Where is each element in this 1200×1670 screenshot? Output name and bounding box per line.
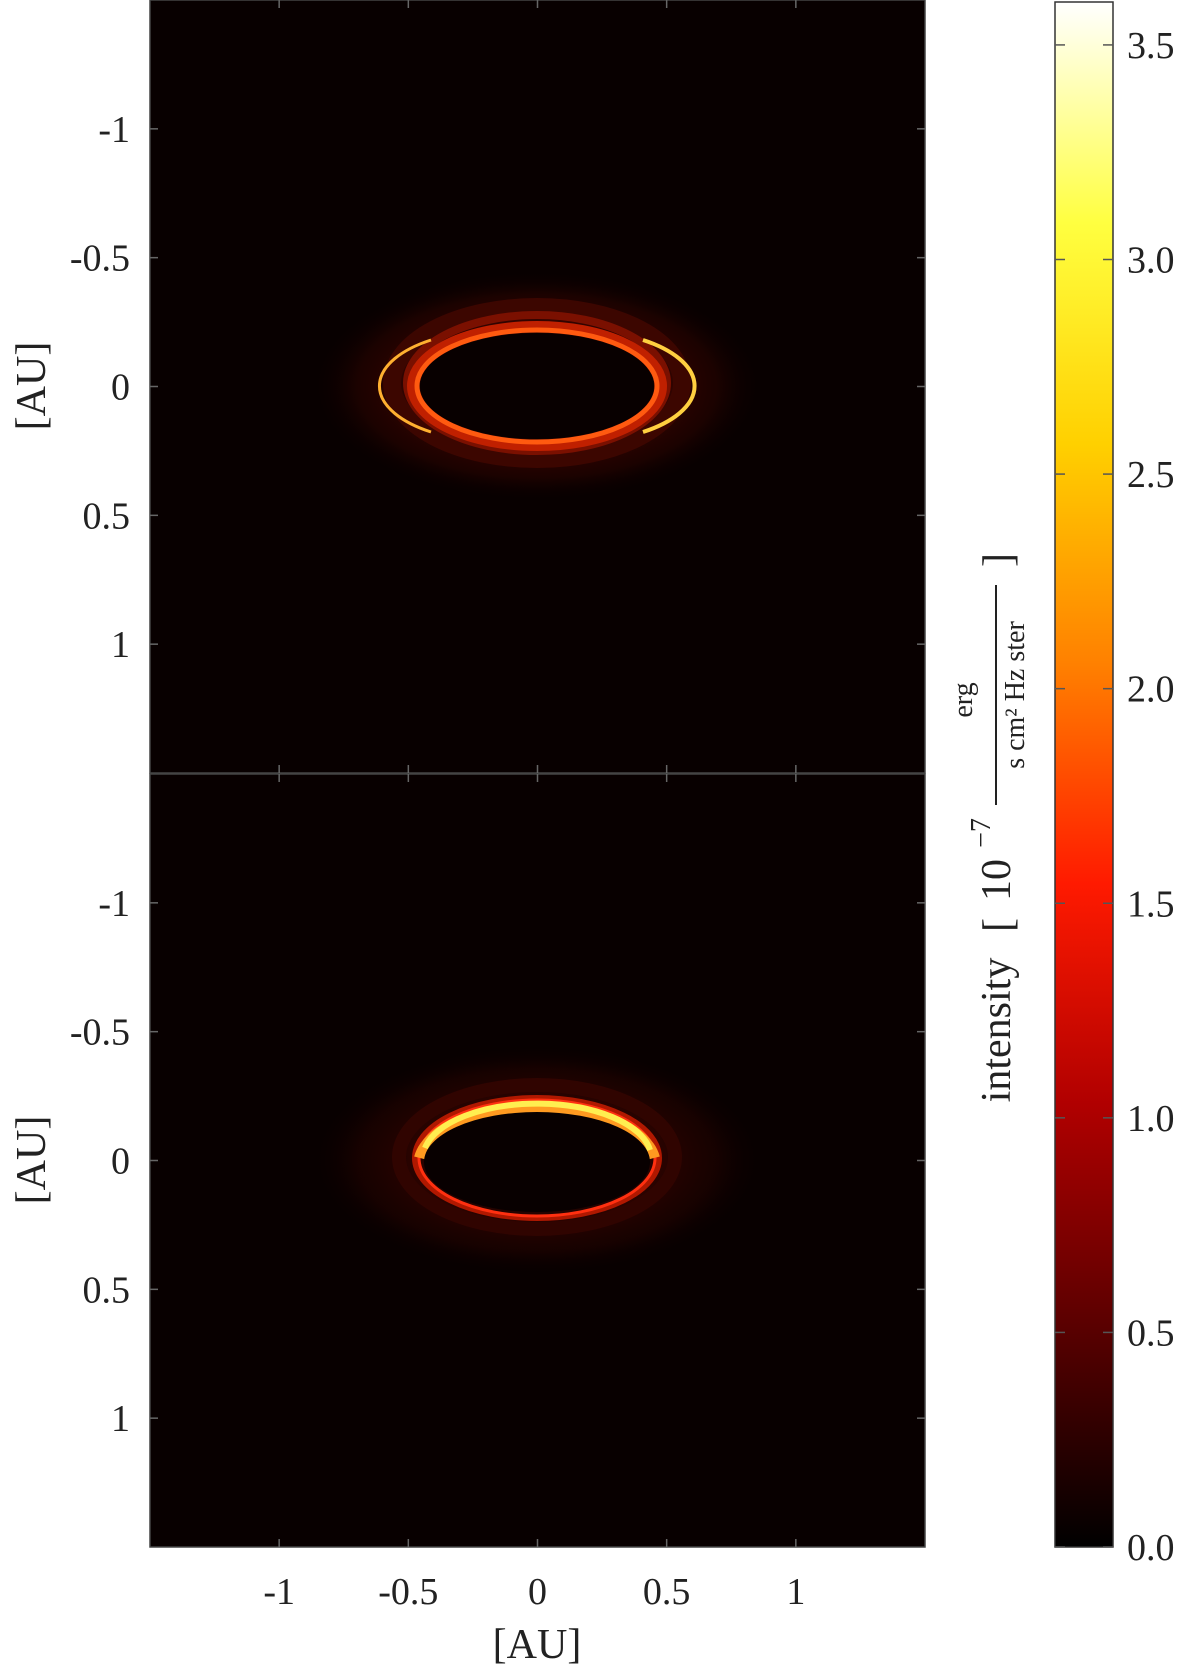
xtick-label: -0.5 bbox=[378, 1571, 438, 1613]
ring-top-rim bbox=[414, 327, 660, 445]
ring-bottom bbox=[312, 1045, 762, 1275]
xtick-label: 0 bbox=[528, 1571, 547, 1613]
xtick-label: 1 bbox=[786, 1571, 805, 1613]
colorbar-ticks: 0.0 0.5 1.0 1.5 2.0 2.5 3.0 3.5 bbox=[1055, 25, 1175, 1569]
panel-top-yticks: -1 -0.5 0 0.5 1 bbox=[70, 109, 925, 666]
ring-bottom-band bbox=[392, 1078, 682, 1236]
colorbar-label: intensity [ 10 −7 erg s cm² Hz ster ] bbox=[948, 553, 1031, 1102]
ring-bottom-hole bbox=[424, 1112, 650, 1212]
panel-top: -1 -0.5 0 0.5 1 bbox=[70, 0, 926, 774]
colorbar: 0.0 0.5 1.0 1.5 2.0 2.5 3.0 3.5 intensity [ 10 … bbox=[948, 1, 1175, 1569]
colorbar-label-exponent: −7 bbox=[966, 818, 997, 848]
xtick-label: -1 bbox=[263, 1571, 295, 1613]
ring-bottom-rim bbox=[417, 1098, 657, 1218]
ring-top-hole bbox=[420, 333, 654, 439]
xticks: -1 -0.5 0 0.5 1 bbox=[263, 0, 805, 1613]
colorbar-tick-label: 2.5 bbox=[1127, 454, 1175, 496]
ytick-label: 0.5 bbox=[83, 1269, 131, 1311]
ylabel-bottom: [AU] bbox=[9, 1116, 55, 1205]
colorbar-tick-label: 1.0 bbox=[1127, 1098, 1175, 1140]
ylabel-top: [AU] bbox=[9, 342, 55, 431]
ytick-label: 0 bbox=[111, 367, 130, 409]
panel-bottom-yticks: -1 -0.5 0 0.5 1 bbox=[70, 883, 925, 1440]
colorbar-tick-label: 0.0 bbox=[1127, 1527, 1175, 1569]
xtick-label: 0.5 bbox=[643, 1571, 691, 1613]
ring-top bbox=[312, 271, 762, 501]
colorbar-tick-label: 3.5 bbox=[1127, 25, 1175, 67]
panel-bottom: -1 -0.5 0 0.5 1 bbox=[70, 773, 926, 1548]
colorbar-tick-label: 1.5 bbox=[1127, 883, 1175, 925]
ytick-label: 0 bbox=[111, 1141, 130, 1183]
colorbar-label-numerator: erg bbox=[948, 682, 979, 717]
ring-top-bright-right bbox=[642, 338, 697, 434]
ytick-label: 1 bbox=[111, 1398, 130, 1440]
ring-top-rim-glow bbox=[407, 321, 667, 451]
ring-bottom-brightest-top bbox=[422, 1100, 653, 1151]
colorbar-tick-label: 2.0 bbox=[1127, 669, 1175, 711]
colorbar-label-word: intensity bbox=[974, 958, 1020, 1103]
ring-top-bright-left bbox=[377, 338, 432, 434]
ytick-label: -0.5 bbox=[70, 1012, 130, 1054]
ytick-label: -0.5 bbox=[70, 238, 130, 280]
ytick-label: 0.5 bbox=[83, 495, 131, 537]
xlabel: [AU] bbox=[493, 1622, 582, 1668]
colorbar-tick-label: 3.0 bbox=[1127, 240, 1175, 282]
colorbar-bracket-left: [ bbox=[976, 918, 1022, 932]
colorbar-tick-label: 0.5 bbox=[1127, 1312, 1175, 1354]
ytick-label: -1 bbox=[98, 883, 130, 925]
ytick-label: 1 bbox=[111, 624, 130, 666]
colorbar-bracket-right: ] bbox=[976, 553, 1022, 567]
ytick-label: -1 bbox=[98, 109, 130, 151]
ring-top-band-outer bbox=[383, 298, 691, 468]
colorbar-label-power: 10 bbox=[974, 859, 1020, 901]
colorbar-fill bbox=[1055, 2, 1113, 1547]
colorbar-label-denominator: s cm² Hz ster bbox=[1000, 621, 1031, 769]
colorbar-frame bbox=[1054, 1, 1114, 1548]
ring-bottom-rim-glow bbox=[412, 1095, 662, 1221]
